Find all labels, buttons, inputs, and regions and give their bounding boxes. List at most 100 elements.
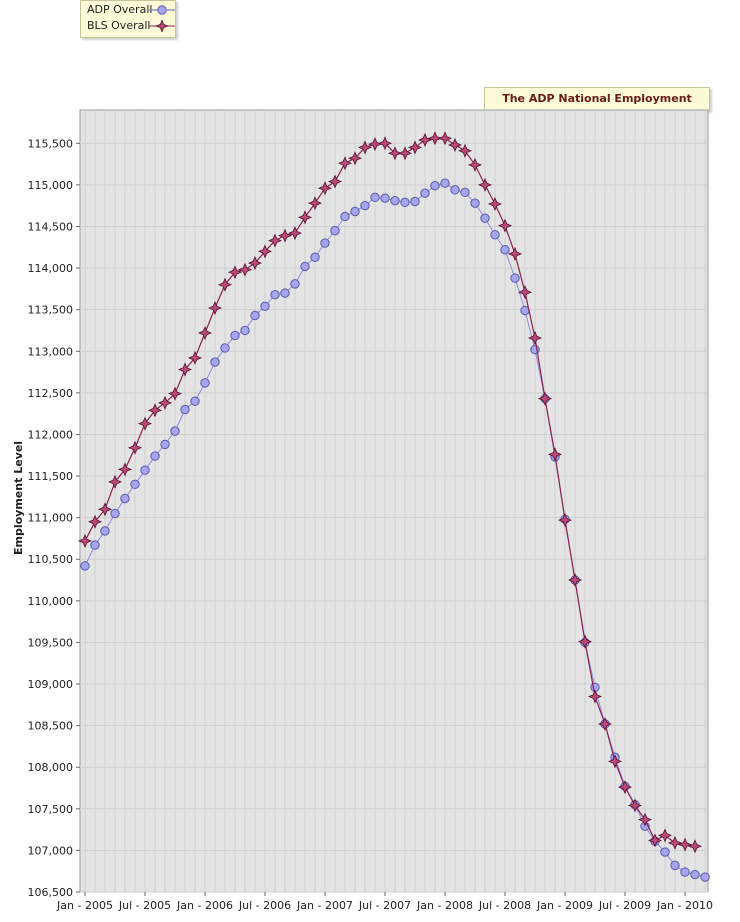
data-point-bls[interactable] — [307, 196, 323, 211]
data-point-adp[interactable] — [490, 230, 500, 240]
data-point-bls[interactable] — [607, 754, 623, 769]
data-point-bls[interactable] — [377, 136, 393, 151]
data-point-bls[interactable] — [237, 262, 253, 277]
data-point-adp[interactable] — [380, 193, 390, 203]
data-point-bls[interactable] — [497, 218, 513, 233]
legend-item-bls[interactable]: BLS Overall — [87, 18, 175, 34]
data-point-adp[interactable] — [460, 187, 470, 198]
data-point-adp[interactable] — [310, 252, 320, 262]
data-point-bls[interactable] — [227, 265, 243, 280]
data-point-bls[interactable] — [517, 285, 533, 300]
data-point-bls[interactable] — [647, 833, 663, 848]
data-point-adp[interactable] — [160, 439, 170, 450]
data-point-bls[interactable] — [677, 837, 693, 852]
data-point-bls[interactable] — [197, 325, 213, 340]
data-point-adp[interactable] — [240, 325, 250, 336]
data-point-bls[interactable] — [527, 330, 543, 345]
data-point-adp[interactable] — [330, 225, 340, 236]
data-point-adp[interactable] — [280, 288, 290, 298]
data-point-bls[interactable] — [357, 140, 373, 155]
data-point-adp[interactable] — [80, 561, 90, 571]
data-point-bls[interactable] — [687, 839, 703, 854]
data-point-adp[interactable] — [200, 378, 210, 388]
data-point-adp[interactable] — [260, 301, 270, 312]
data-point-bls[interactable] — [327, 174, 343, 189]
data-point-bls[interactable] — [507, 246, 523, 261]
data-point-bls[interactable] — [657, 828, 673, 843]
data-point-bls[interactable] — [487, 196, 503, 212]
data-point-adp[interactable] — [100, 526, 110, 536]
data-point-adp[interactable] — [150, 451, 160, 461]
data-point-adp[interactable] — [350, 206, 360, 217]
data-point-bls[interactable] — [637, 812, 653, 827]
data-point-bls[interactable] — [367, 137, 383, 152]
data-point-adp[interactable] — [500, 245, 510, 255]
data-point-adp[interactable] — [680, 867, 690, 877]
data-point-adp[interactable] — [180, 404, 190, 415]
data-point-bls[interactable] — [297, 210, 313, 225]
legend-item-adp[interactable]: ADP Overall — [87, 2, 175, 18]
data-point-adp[interactable] — [420, 188, 430, 198]
data-point-bls[interactable] — [627, 798, 643, 813]
data-point-bls[interactable] — [177, 362, 193, 377]
data-point-bls[interactable] — [557, 513, 573, 528]
data-point-bls[interactable] — [387, 146, 403, 161]
data-point-bls[interactable] — [77, 533, 93, 548]
data-point-adp[interactable] — [140, 465, 150, 475]
data-point-adp[interactable] — [270, 289, 280, 300]
data-point-bls[interactable] — [617, 780, 633, 795]
data-point-bls[interactable] — [447, 137, 463, 152]
data-point-adp[interactable] — [510, 273, 520, 283]
data-point-bls[interactable] — [107, 474, 123, 489]
data-point-bls[interactable] — [437, 131, 453, 146]
data-point-bls[interactable] — [467, 157, 483, 172]
data-point-adp[interactable] — [700, 872, 710, 882]
data-point-bls[interactable] — [577, 634, 593, 649]
data-point-bls[interactable] — [117, 462, 133, 477]
data-point-adp[interactable] — [130, 479, 140, 490]
data-point-adp[interactable] — [340, 211, 350, 222]
data-point-bls[interactable] — [567, 573, 583, 588]
data-point-bls[interactable] — [337, 156, 353, 171]
data-point-bls[interactable] — [127, 440, 143, 455]
data-point-bls[interactable] — [87, 514, 103, 529]
data-point-adp[interactable] — [320, 238, 330, 248]
data-point-bls[interactable] — [347, 151, 363, 166]
data-point-adp[interactable] — [230, 330, 240, 341]
data-point-bls[interactable] — [547, 447, 563, 462]
data-point-adp[interactable] — [290, 279, 300, 289]
data-point-bls[interactable] — [477, 177, 493, 192]
data-point-bls[interactable] — [207, 300, 223, 316]
data-point-adp[interactable] — [390, 195, 400, 206]
data-point-adp[interactable] — [450, 185, 460, 195]
data-point-adp[interactable] — [170, 426, 180, 436]
data-point-bls[interactable] — [147, 403, 163, 418]
data-point-adp[interactable] — [250, 310, 260, 321]
data-point-adp[interactable] — [410, 196, 420, 207]
data-point-adp[interactable] — [120, 493, 130, 504]
data-point-bls[interactable] — [457, 143, 473, 158]
data-point-adp[interactable] — [400, 197, 410, 208]
data-point-bls[interactable] — [587, 689, 603, 704]
data-point-bls[interactable] — [597, 716, 613, 731]
data-point-bls[interactable] — [257, 244, 273, 259]
data-point-adp[interactable] — [660, 847, 670, 857]
data-point-bls[interactable] — [247, 256, 263, 271]
data-point-bls[interactable] — [417, 132, 433, 147]
data-point-bls[interactable] — [537, 391, 553, 406]
data-point-adp[interactable] — [360, 200, 370, 211]
data-point-bls[interactable] — [167, 386, 183, 401]
data-point-bls[interactable] — [137, 416, 153, 431]
data-point-adp[interactable] — [110, 508, 120, 519]
data-point-bls[interactable] — [427, 131, 443, 146]
data-point-bls[interactable] — [267, 233, 283, 248]
data-point-adp[interactable] — [470, 198, 480, 208]
data-point-adp[interactable] — [300, 261, 310, 272]
data-point-adp[interactable] — [480, 213, 490, 223]
data-point-bls[interactable] — [317, 181, 333, 196]
data-point-adp[interactable] — [90, 540, 100, 550]
data-point-adp[interactable] — [220, 343, 230, 353]
data-point-adp[interactable] — [690, 869, 700, 880]
data-point-adp[interactable] — [670, 860, 680, 871]
data-point-bls[interactable] — [187, 350, 203, 365]
